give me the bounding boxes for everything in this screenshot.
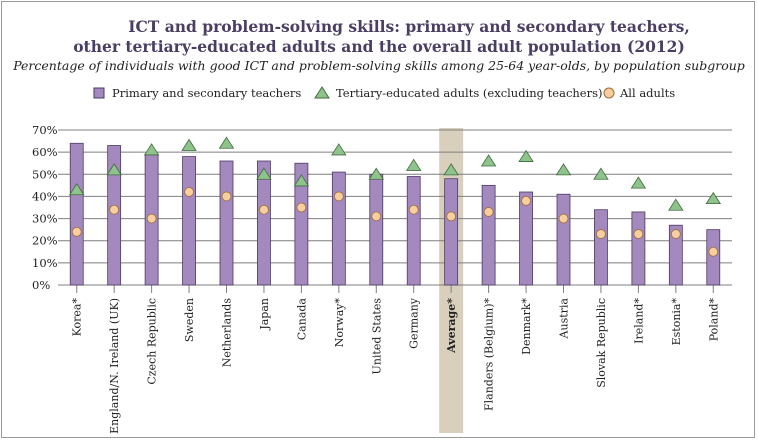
x-tick-label: Canada (295, 298, 308, 341)
marker-tertiary (443, 163, 459, 176)
marker-tertiary (181, 138, 197, 151)
marker-tertiary (518, 149, 534, 162)
marker-all-adults (633, 229, 644, 239)
marker-tertiary (218, 136, 235, 149)
marker-all-adults (296, 202, 307, 213)
x-tick-label: Slovak Republic (595, 298, 608, 388)
marker-tertiary (593, 167, 609, 180)
marker-tertiary (555, 163, 572, 176)
marker-all-adults (708, 246, 719, 257)
marker-all-adults (109, 204, 120, 215)
y-tick-label: 70% (32, 123, 58, 137)
marker-all-adults (521, 195, 531, 206)
x-tick-label: England/N. Ireland (UK) (108, 298, 121, 434)
x-tick-label: Netherlands (221, 298, 234, 368)
bar-teachers (594, 209, 608, 286)
bar-teachers (406, 176, 421, 286)
marker-all-adults (333, 191, 344, 202)
marker-tertiary (630, 176, 647, 189)
y-tick-label: 20% (32, 234, 58, 248)
y-tick-label: 50% (32, 167, 58, 181)
y-tick-label: 0% (32, 278, 50, 292)
marker-all-adults (446, 211, 457, 222)
x-tick-label: Poland* (707, 298, 720, 342)
y-tick-label: 30% (32, 212, 58, 226)
marker-tertiary (68, 183, 85, 196)
chart-subtitle: Percentage of individuals with good ICT … (13, 58, 745, 73)
bar-teachers (182, 156, 196, 286)
marker-tertiary (143, 143, 160, 156)
x-tick-label: Denmark* (520, 298, 533, 355)
bar-teachers (668, 224, 683, 286)
x-tick-label: Sweden (183, 298, 196, 342)
x-tick-label: United States (370, 298, 383, 375)
x-tick-label: Flanders (Belgium)* (483, 298, 496, 412)
marker-tertiary (106, 163, 122, 176)
marker-tertiary (331, 143, 347, 156)
marker-tertiary (705, 191, 722, 205)
legend-triangle-swatch (314, 86, 330, 99)
bar-teachers (706, 229, 721, 286)
bar-teachers (444, 178, 459, 286)
marker-tertiary (256, 167, 272, 180)
bar-teachers (331, 171, 346, 286)
y-tick-label: 60% (32, 145, 58, 159)
bar-teachers (69, 142, 84, 286)
marker-tertiary (368, 167, 385, 180)
bar-teachers (219, 160, 234, 286)
marker-all-adults (146, 213, 157, 224)
legend-label-tertiary: Tertiary-educated adults (excluding teac… (336, 86, 603, 100)
legend-label-all-adults: All adults (620, 86, 676, 100)
x-tick-label: Austria (558, 298, 571, 340)
marker-tertiary (668, 198, 684, 211)
bar-teachers (556, 193, 571, 286)
x-tick-label: Korea* (71, 298, 84, 337)
x-tick-label: Norway* (333, 298, 346, 348)
x-tick-label: Japan (258, 298, 271, 331)
x-tick-label: Average* (445, 298, 458, 354)
legend-bar-swatch (93, 87, 105, 99)
marker-all-adults (408, 204, 419, 215)
bar-teachers (257, 160, 271, 286)
x-tick-label: Ireland* (632, 298, 645, 344)
bar-teachers (107, 145, 122, 286)
bar-teachers (294, 162, 309, 286)
legend-circle-swatch (603, 87, 615, 99)
chart-title-line2: other tertiary-educated adults and the o… (73, 37, 685, 56)
legend-label-teachers: Primary and secondary teachers (112, 86, 302, 100)
marker-all-adults (483, 207, 494, 217)
y-tick-label: 10% (32, 256, 58, 270)
marker-tertiary (405, 158, 422, 171)
bar-teachers (481, 184, 496, 286)
chart-title-line1: ICT and problem-solving skills: primary … (128, 17, 690, 36)
marker-all-adults (558, 213, 569, 224)
y-tick-label: 40% (32, 189, 58, 203)
marker-tertiary (293, 174, 310, 187)
marker-all-adults (670, 229, 681, 239)
bar-teachers (519, 191, 533, 286)
bar-teachers (369, 173, 384, 286)
x-tick-label: Germany (408, 297, 421, 349)
marker-all-adults (371, 211, 382, 222)
x-tick-label: Czech Republic (146, 298, 159, 385)
chart-legend: Primary and secondary teachers Tertiary-… (0, 84, 758, 104)
bar-teachers (631, 211, 646, 286)
marker-tertiary (480, 154, 497, 167)
marker-all-adults (259, 204, 269, 215)
marker-all-adults (71, 226, 82, 237)
marker-all-adults (184, 187, 194, 197)
x-tick-label: Estonia* (670, 298, 683, 346)
marker-all-adults (221, 191, 232, 202)
marker-all-adults (596, 229, 606, 239)
